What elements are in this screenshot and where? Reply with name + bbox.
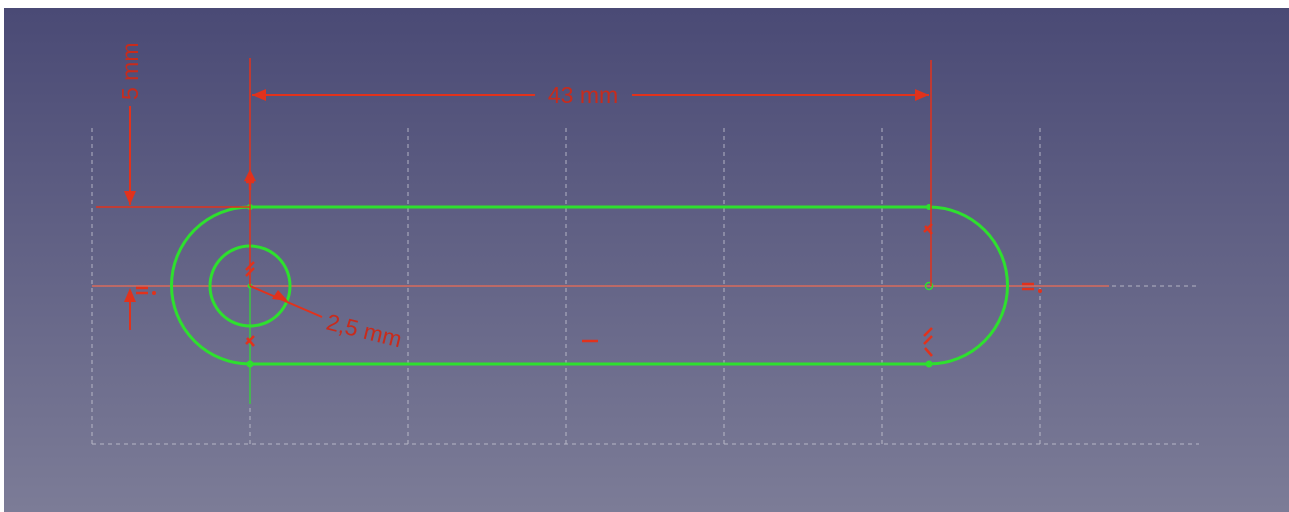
constraint-symmetric-bottom-right[interactable] bbox=[923, 327, 933, 357]
dimension-offset-arrow-up bbox=[124, 288, 136, 302]
dimension-arrow-left bbox=[252, 89, 266, 101]
constraint-symmetric-bottom-left[interactable] bbox=[245, 335, 255, 347]
point-bottom-left[interactable] bbox=[246, 360, 254, 368]
constraint-equal-right[interactable] bbox=[1022, 282, 1042, 293]
constraint-symmetric-top-right[interactable] bbox=[923, 223, 933, 235]
constraint-markers[interactable] bbox=[243, 169, 933, 357]
dimension-label-length[interactable]: 43 mm bbox=[548, 82, 618, 108]
point-bottom-right[interactable] bbox=[925, 360, 933, 368]
constraint-symmetric-top-left[interactable] bbox=[245, 261, 255, 277]
dimension-offset-arrow-down bbox=[124, 191, 136, 205]
constraint-vertical-top-left[interactable] bbox=[243, 169, 257, 190]
viewport-background bbox=[4, 8, 1289, 512]
sketch-canvas[interactable]: 43 mm 5 mm 2,5 mm bbox=[4, 8, 1289, 512]
radius-leader-line bbox=[249, 285, 323, 318]
slot-outline[interactable] bbox=[170, 205, 1009, 366]
dimension-length-43[interactable]: 43 mm bbox=[249, 58, 932, 286]
dimension-offset-5[interactable]: 5 mm bbox=[96, 43, 250, 331]
point-right-center[interactable] bbox=[924, 281, 934, 291]
radius-arrow bbox=[272, 290, 288, 301]
slot-left-arc[interactable] bbox=[170, 205, 251, 366]
dimension-arrow-right bbox=[915, 89, 929, 101]
3d-viewport[interactable]: 43 mm 5 mm 2,5 mm bbox=[4, 8, 1289, 512]
sketch-grid bbox=[91, 128, 1199, 445]
dimension-label-offset[interactable]: 5 mm bbox=[117, 43, 143, 101]
constraint-equal-left[interactable] bbox=[136, 286, 156, 295]
slot-right-arc[interactable] bbox=[928, 205, 1009, 366]
